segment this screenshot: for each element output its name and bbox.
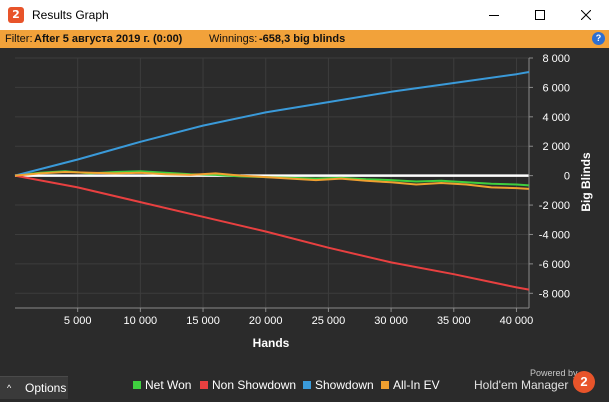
x-tick-label: 40 000 bbox=[500, 315, 534, 327]
filter-value[interactable]: After 5 августа 2019 г. (0:00) bbox=[34, 33, 183, 45]
brand-name: Hold'em Manager bbox=[474, 378, 569, 392]
winnings-label: Winnings: bbox=[209, 33, 258, 45]
filter-bar: Filter: After 5 августа 2019 г. (0:00) W… bbox=[0, 30, 609, 48]
window-title: Results Graph bbox=[32, 8, 109, 22]
series-line-non-showdown bbox=[14, 174, 530, 291]
winnings-value: -658,3 big blinds bbox=[259, 33, 346, 45]
legend-item-showdown[interactable]: Showdown bbox=[303, 378, 374, 392]
legend-label: Showdown bbox=[315, 378, 374, 392]
legend-item-all-in-ev[interactable]: All-In EV bbox=[381, 378, 440, 392]
chevron-up-icon: ^ bbox=[7, 383, 12, 393]
legend-swatch bbox=[381, 380, 389, 389]
x-tick-label: 15 000 bbox=[186, 315, 220, 327]
chart-grid bbox=[15, 57, 530, 309]
results-chart: 5 000 10 000 15 000 20 000 25 000 30 000 35 00… bbox=[14, 53, 593, 350]
y-tick-label: -2 000 bbox=[539, 200, 570, 212]
y-tick-label: -4 000 bbox=[539, 229, 570, 241]
options-button[interactable]: ^ Options bbox=[0, 376, 68, 399]
y-tick-label: 4 000 bbox=[542, 112, 570, 124]
y-tick-label: -6 000 bbox=[539, 259, 570, 271]
legend-item-net-won[interactable]: Net Won bbox=[133, 378, 191, 392]
chart-series bbox=[14, 71, 530, 291]
legend-item-non-showdown[interactable]: Non Showdown bbox=[200, 378, 296, 392]
hm2-brand-logo-icon: 2 bbox=[573, 371, 595, 393]
bottom-bar: ^ Options Net Won Non Showdown Showdown … bbox=[0, 368, 609, 402]
series-line-all-in-ev bbox=[14, 171, 530, 190]
x-tick-label: 10 000 bbox=[124, 315, 158, 327]
legend-label: All-In EV bbox=[393, 378, 440, 392]
maximize-icon bbox=[535, 10, 545, 20]
options-label: Options bbox=[25, 381, 67, 395]
legend-label: Non Showdown bbox=[212, 378, 297, 392]
x-tick-label: 20 000 bbox=[249, 315, 283, 327]
y-axis-title: Big Blinds bbox=[579, 152, 593, 212]
x-tick-label: 25 000 bbox=[312, 315, 346, 327]
x-tick-label: 35 000 bbox=[437, 315, 471, 327]
legend-label: Net Won bbox=[145, 378, 192, 392]
title-bar: 2 Results Graph bbox=[0, 0, 609, 30]
legend-swatch bbox=[303, 380, 311, 389]
x-tick-label: 5 000 bbox=[64, 315, 92, 327]
help-icon[interactable]: ? bbox=[592, 32, 605, 45]
maximize-button[interactable] bbox=[517, 0, 563, 30]
x-tick-label: 30 000 bbox=[374, 315, 408, 327]
x-axis-title: Hands bbox=[253, 336, 290, 350]
y-tick-label: 2 000 bbox=[542, 141, 570, 153]
x-axis-ticks: 5 000 10 000 15 000 20 000 25 000 30 000 35 00… bbox=[64, 308, 533, 327]
close-button[interactable] bbox=[563, 0, 609, 30]
y-axis-ticks: 8 000 6 000 4 000 2 000 0 -2 000 -4 000 -6 000 -… bbox=[529, 53, 570, 300]
series-line-showdown bbox=[14, 71, 530, 177]
minimize-button[interactable] bbox=[471, 0, 517, 30]
powered-by-label: Powered by bbox=[530, 368, 578, 378]
y-tick-label: 6 000 bbox=[542, 82, 570, 94]
legend-swatch bbox=[133, 380, 141, 389]
minimize-icon bbox=[489, 15, 499, 16]
close-icon bbox=[581, 10, 591, 20]
y-tick-label: 8 000 bbox=[542, 53, 570, 65]
y-tick-label: 0 bbox=[564, 171, 570, 183]
filter-label: Filter: bbox=[5, 33, 33, 45]
legend-swatch bbox=[200, 380, 208, 389]
y-tick-label: -8 000 bbox=[539, 288, 570, 300]
hm2-logo-icon: 2 bbox=[8, 7, 24, 23]
